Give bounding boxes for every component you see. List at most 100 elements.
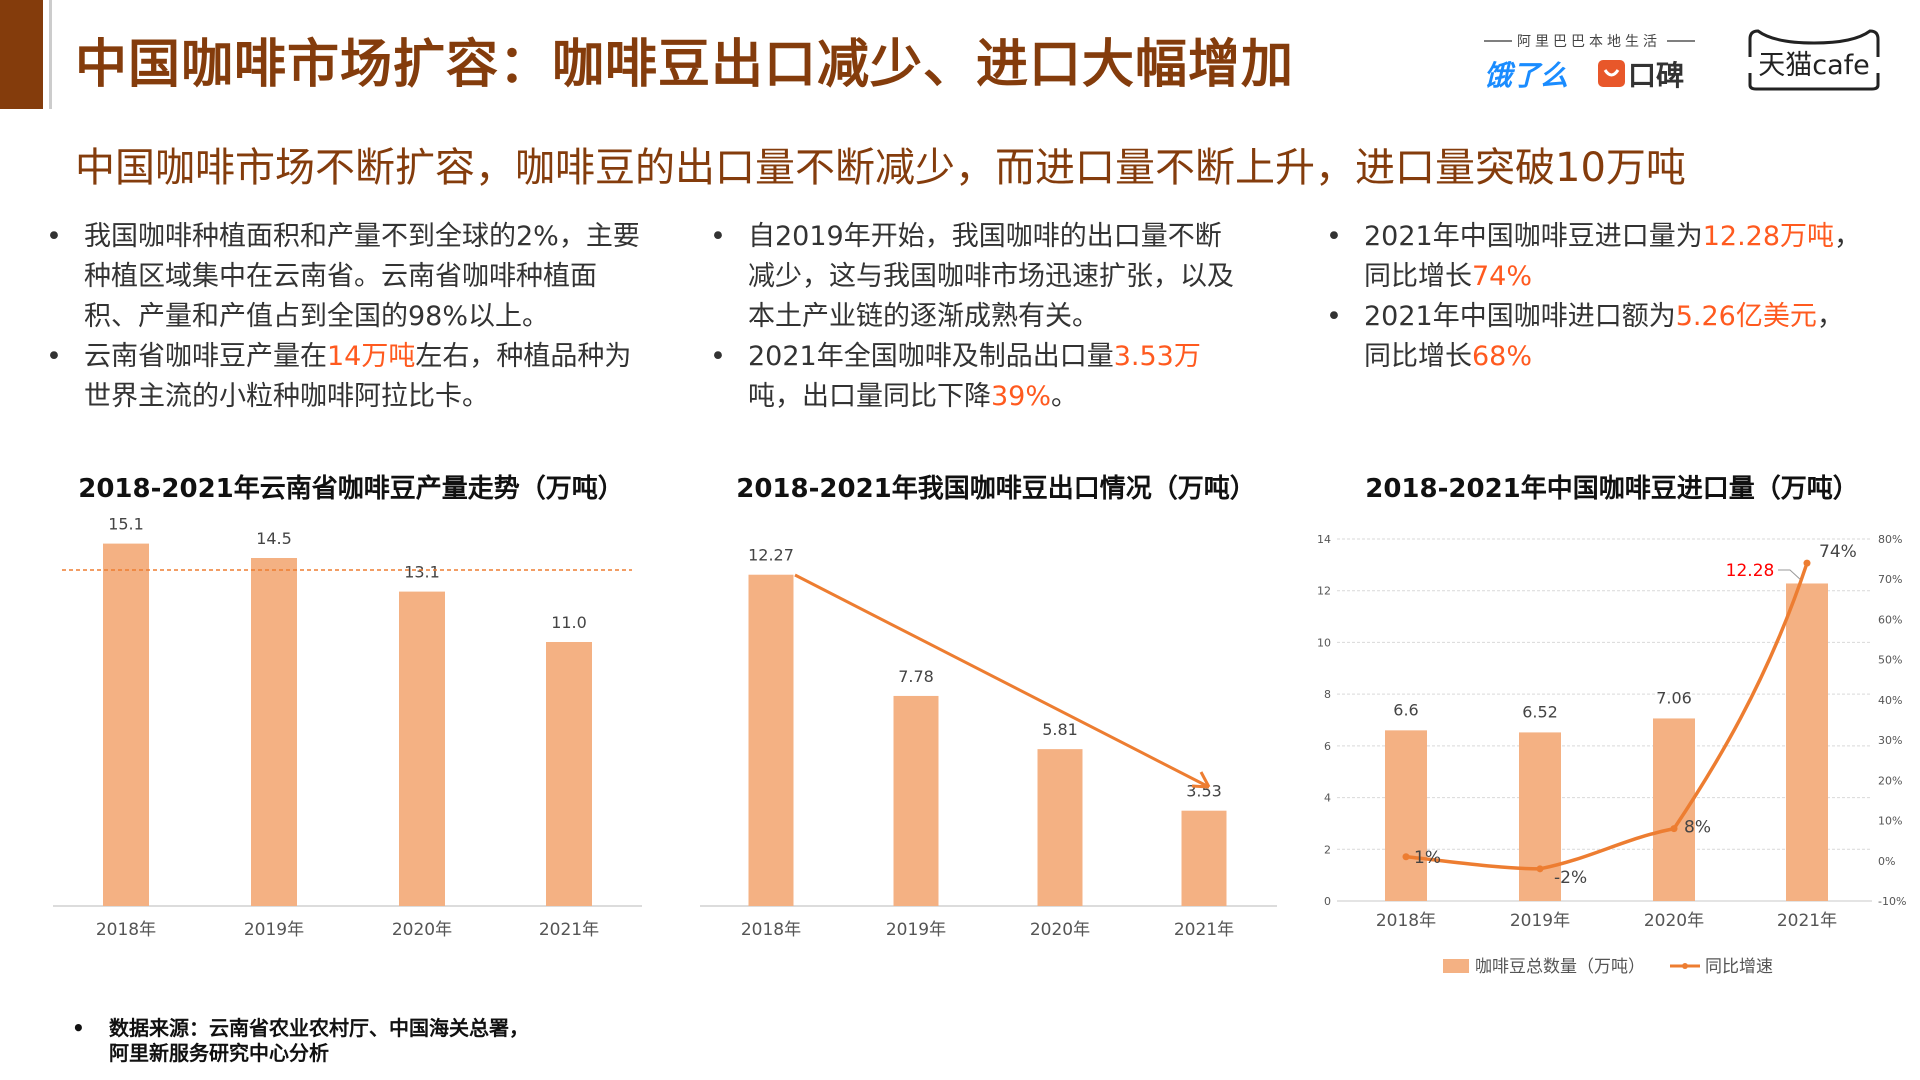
bar <box>1786 583 1828 901</box>
legend-label: 同比增速 <box>1705 957 1773 977</box>
data-label: 5.81 <box>1042 720 1078 739</box>
highlight-text: 5.26亿美元 <box>1675 301 1817 332</box>
x-tick-label: 2019年 <box>244 920 304 940</box>
alibaba-local-text: 阿里巴巴本地生活 <box>1517 34 1661 50</box>
x-tick-label: 2021年 <box>539 920 599 940</box>
bar <box>546 642 592 906</box>
bar <box>1037 749 1083 906</box>
legend-swatch-bars <box>1443 959 1469 973</box>
koubei-logo-text: 口碑 <box>1628 59 1684 92</box>
line-label: 8% <box>1684 818 1711 838</box>
bullet-text: ，同比增长 <box>1364 301 1844 372</box>
brand-accent-bar <box>0 0 43 109</box>
highlight-text: 12.28万吨 <box>1702 221 1835 252</box>
bullet-item: 自2019年开始，我国咖啡的出口量不断减少，这与我国咖啡市场迅速扩张，以及本土产… <box>710 217 1248 337</box>
bullet-text: 2021年中国咖啡豆进口量为 <box>1364 221 1703 252</box>
chart-title-import: 2018-2021年中国咖啡豆进口量（万吨） <box>1365 474 1859 504</box>
text-column-production: 我国咖啡种植面积和产量不到全球的2%，主要种植区域集中在云南省。云南省咖啡种植面… <box>46 217 644 417</box>
bullet-item: 我国咖啡种植面积和产量不到全球的2%，主要种植区域集中在云南省。云南省咖啡种植面… <box>46 217 644 337</box>
bullet-text: ，同比增长 <box>1364 221 1862 292</box>
legend-marker <box>1682 963 1688 969</box>
bullet-text: 2021年中国咖啡进口额为 <box>1364 301 1676 332</box>
line-point <box>1803 559 1811 567</box>
highlight-text: 39% <box>991 381 1052 412</box>
data-label: 6.52 <box>1522 702 1558 721</box>
data-label: 11.0 <box>551 613 587 632</box>
data-source-note: 数据来源：云南省农业农村厅、中国海关总署， 阿里新服务研究中心分析 <box>72 1016 529 1066</box>
source-line-1: 数据来源：云南省农业农村厅、中国海关总署， <box>109 1016 529 1040</box>
source-line-2: 阿里新服务研究中心分析 <box>109 1041 329 1065</box>
bar <box>1653 718 1695 901</box>
bar <box>399 591 445 906</box>
data-label: 6.6 <box>1393 700 1418 719</box>
line-label: -2% <box>1554 868 1587 888</box>
data-label: 13.1 <box>404 563 440 582</box>
growth-line <box>1405 562 1809 871</box>
bullet-item: 2021年中国咖啡豆进口量为12.28万吨，同比增长74% <box>1326 217 1864 297</box>
bullet-text: 左右，种植品种为世界主流的小粒种咖啡阿拉比卡。 <box>84 341 632 412</box>
arrow-head-icon <box>1191 771 1211 789</box>
bullet-text: 2021年全国咖啡及制品出口量 <box>748 341 1114 372</box>
legend-label: 咖啡豆总数量（万吨） <box>1475 957 1645 977</box>
y-tick-label: 4 <box>1324 792 1331 805</box>
y-tick-label: 2 <box>1324 843 1331 856</box>
data-label: 7.06 <box>1656 688 1692 707</box>
line-point <box>1536 865 1544 873</box>
line-point <box>1402 853 1410 861</box>
y2-tick-label: 10% <box>1878 815 1902 828</box>
bullet-text: 云南省咖啡豆产量在 <box>84 341 327 372</box>
y2-tick-label: 40% <box>1878 694 1902 707</box>
bar <box>1181 810 1227 906</box>
data-label: 12.28 <box>1726 561 1775 581</box>
y-tick-label: 6 <box>1324 740 1331 753</box>
text-column-import: 2021年中国咖啡豆进口量为12.28万吨，同比增长74%2021年中国咖啡进口… <box>1326 217 1864 377</box>
page-subtitle: 中国咖啡市场不断扩容，咖啡豆的出口量不断减少，而进口量不断上升，进口量突破10万… <box>75 145 1686 191</box>
bullet-item: 云南省咖啡豆产量在14万吨左右，种植品种为世界主流的小粒种咖啡阿拉比卡。 <box>46 337 644 417</box>
text-column-export: 自2019年开始，我国咖啡的出口量不断减少，这与我国咖啡市场迅速扩张，以及本土产… <box>710 217 1248 417</box>
highlight-text: 14万吨 <box>327 341 416 372</box>
y2-tick-label: 80% <box>1878 533 1902 546</box>
x-tick-label: 2020年 <box>1030 920 1090 940</box>
x-tick-label: 2020年 <box>1644 911 1704 931</box>
highlight-text: 68% <box>1472 341 1533 372</box>
x-tick-label: 2018年 <box>741 920 801 940</box>
bullet-text: 吨，出口量同比下降 <box>748 381 991 412</box>
eleme-logo-text: 饿了么 <box>1484 59 1568 92</box>
leader-line <box>1778 569 1803 582</box>
bar <box>748 574 794 906</box>
data-label: 15.1 <box>108 515 144 534</box>
y-tick-label: 10 <box>1317 636 1331 649</box>
chart-title-production: 2018-2021年云南省咖啡豆产量走势（万吨） <box>78 474 624 504</box>
bar <box>1519 732 1561 901</box>
y-tick-label: 14 <box>1317 533 1331 546</box>
chart-title-export: 2018-2021年我国咖啡豆出口情况（万吨） <box>736 474 1256 504</box>
data-label: 7.78 <box>898 667 934 686</box>
trend-arrow <box>794 573 1208 788</box>
highlight-text: 3.53万 <box>1113 341 1201 372</box>
x-tick-label: 2021年 <box>1777 911 1837 931</box>
bar <box>893 695 939 906</box>
y2-tick-label: 30% <box>1878 734 1902 747</box>
line-point <box>1670 825 1678 833</box>
bullet-text: 自2019年开始，我国咖啡的出口量不断减少，这与我国咖啡市场迅速扩张，以及本土产… <box>748 221 1234 332</box>
y-tick-label: 0 <box>1324 895 1331 908</box>
y-tick-label: 12 <box>1317 585 1331 598</box>
alibaba-local-services-logo: 阿里巴巴本地生活 饿了么 口碑 <box>1484 34 1695 92</box>
x-tick-label: 2018年 <box>1376 911 1436 931</box>
bullet-text: 我国咖啡种植面积和产量不到全球的2%，主要种植区域集中在云南省。云南省咖啡种植面… <box>84 221 640 332</box>
x-tick-label: 2019年 <box>1510 911 1570 931</box>
x-tick-label: 2021年 <box>1174 920 1234 940</box>
data-label: 12.27 <box>748 546 794 565</box>
y2-tick-label: 70% <box>1878 573 1902 586</box>
x-tick-label: 2018年 <box>96 920 156 940</box>
y2-tick-label: 20% <box>1878 774 1902 787</box>
highlight-text: 74% <box>1472 261 1533 292</box>
line-label: 74% <box>1819 542 1857 562</box>
y-tick-label: 8 <box>1324 688 1331 701</box>
page-title: 中国咖啡市场扩容：咖啡豆出口减少、进口大幅增加 <box>75 35 1295 95</box>
bullet-text: 。 <box>1051 381 1079 412</box>
bar <box>251 558 297 906</box>
bar <box>1385 730 1427 901</box>
x-tick-label: 2020年 <box>392 920 452 940</box>
